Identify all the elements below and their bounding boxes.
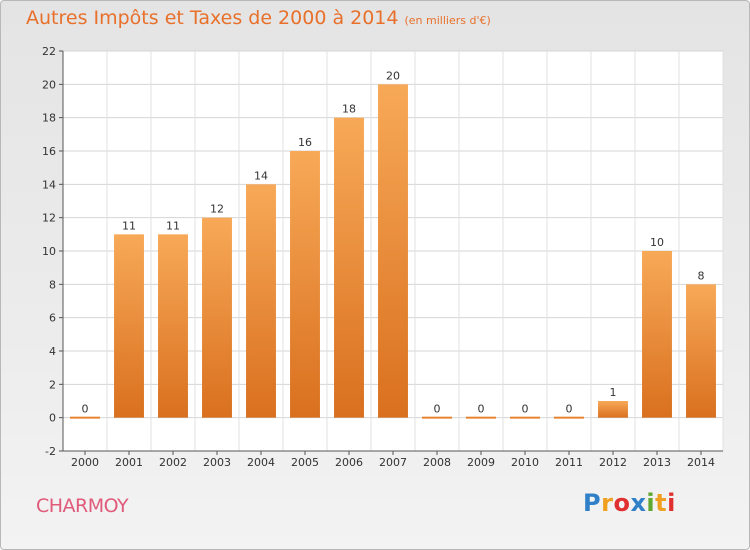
logo-letter: i: [667, 489, 676, 517]
proxiti-logo: Proxiti: [583, 489, 676, 517]
data-label: 8: [698, 269, 705, 282]
x-tick-label: 2013: [643, 456, 671, 469]
x-tick-label: 2007: [379, 456, 407, 469]
x-tick-label: 2002: [159, 456, 187, 469]
x-tick-label: 2001: [115, 456, 143, 469]
x-tick-label: 2011: [555, 456, 583, 469]
x-tick-label: 2009: [467, 456, 495, 469]
bar: [290, 151, 320, 418]
logo-letter: i: [646, 489, 656, 517]
bar: [554, 416, 584, 419]
data-label: 0: [434, 403, 441, 416]
y-tick-label: 6: [49, 312, 56, 325]
y-tick-label: 0: [49, 412, 56, 425]
data-label: 16: [298, 136, 312, 149]
x-tick-label: 2012: [599, 456, 627, 469]
data-label: 20: [386, 69, 400, 82]
bar: [334, 117, 364, 418]
data-label: 11: [166, 219, 180, 232]
x-tick-label: 2000: [71, 456, 99, 469]
y-tick-label: 12: [42, 212, 56, 225]
x-tick-label: 2006: [335, 456, 363, 469]
y-tick-label: 10: [42, 245, 56, 258]
chart-unit: (en milliers d'€): [404, 14, 491, 27]
y-tick-label: 16: [42, 145, 56, 158]
bar: [510, 416, 540, 419]
data-label: 0: [82, 403, 89, 416]
logo-letter: x: [630, 489, 647, 517]
y-tick-label: 4: [49, 345, 56, 358]
x-tick-label: 2010: [511, 456, 539, 469]
bar: [158, 234, 188, 418]
bar: [114, 234, 144, 418]
logo-letter: P: [583, 489, 602, 517]
y-tick-label: 20: [42, 78, 56, 91]
bar: [642, 251, 672, 418]
bar: [598, 401, 628, 418]
x-tick-label: 2003: [203, 456, 231, 469]
bar: [246, 184, 276, 418]
data-label: 0: [566, 403, 573, 416]
x-tick-label: 2005: [291, 456, 319, 469]
commune-name: CHARMOY: [36, 495, 129, 517]
y-tick-label: 8: [49, 278, 56, 291]
logo-letter: t: [655, 489, 668, 517]
x-tick-label: 2014: [687, 456, 715, 469]
bar: [422, 416, 452, 419]
data-label: 12: [210, 203, 224, 216]
bar: [202, 217, 232, 418]
data-label: 10: [650, 236, 664, 249]
y-tick-label: 14: [42, 178, 56, 191]
bar: [686, 284, 716, 418]
data-label: 11: [122, 219, 136, 232]
data-label: 0: [522, 403, 529, 416]
data-label: 0: [478, 403, 485, 416]
chart-title: Autres Impôts et Taxes de 2000 à 2014 (en…: [26, 7, 491, 29]
y-tick-label: 22: [42, 45, 56, 58]
bar: [466, 416, 496, 419]
bar: [70, 416, 100, 419]
y-tick-label: 18: [42, 112, 56, 125]
data-label: 18: [342, 103, 356, 116]
y-tick-label: 2: [49, 378, 56, 391]
x-tick-label: 2008: [423, 456, 451, 469]
bar: [378, 84, 408, 418]
data-label: 1: [610, 386, 617, 399]
logo-letter: r: [601, 489, 614, 517]
data-label: 14: [254, 169, 268, 182]
y-tick-label: -2: [45, 445, 56, 458]
x-tick-label: 2004: [247, 456, 275, 469]
logo-letter: o: [613, 489, 631, 517]
